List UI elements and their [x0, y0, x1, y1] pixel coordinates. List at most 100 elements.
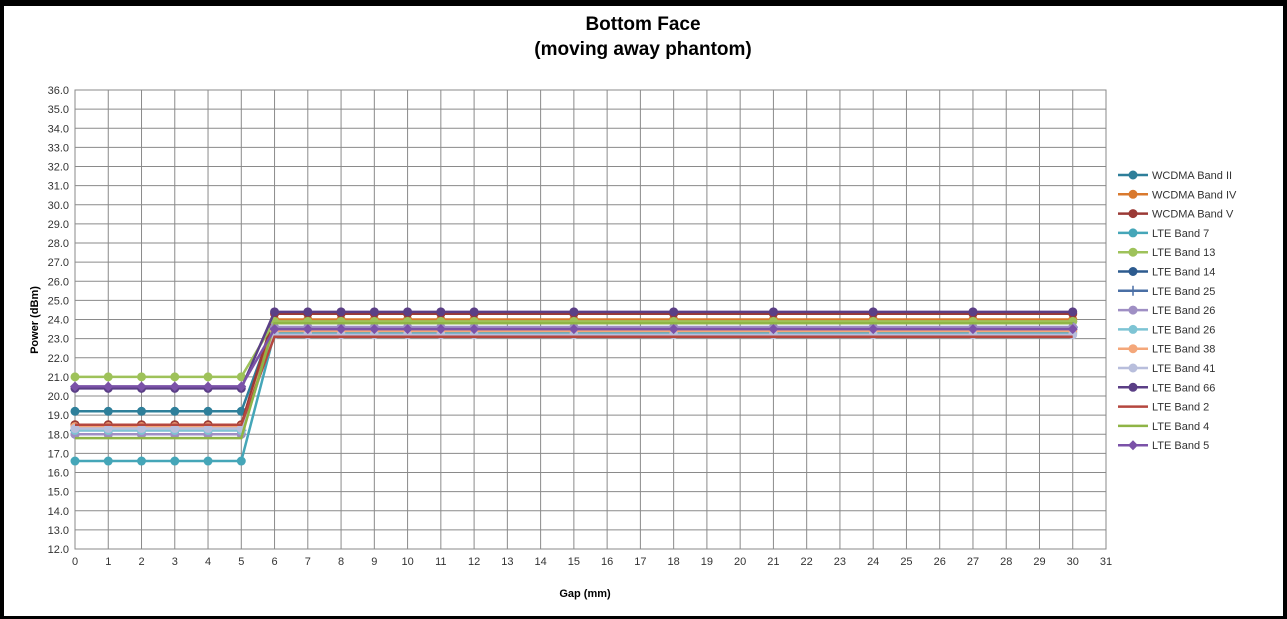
- data-point: [669, 307, 679, 317]
- y-tick-label: 29.0: [48, 219, 69, 231]
- legend-marker: [1128, 189, 1138, 199]
- x-tick-label: 16: [601, 556, 613, 568]
- y-tick-label: 26.0: [48, 276, 69, 288]
- legend-label: LTE Band 38: [1152, 344, 1215, 356]
- y-tick-label: 23.0: [48, 334, 69, 346]
- legend-label: WCDMA Band V: [1152, 209, 1234, 221]
- data-point: [170, 406, 180, 416]
- legend-marker: [1128, 344, 1138, 354]
- x-tick-label: 2: [138, 556, 144, 568]
- x-tick-label: 25: [900, 556, 912, 568]
- legend-item: LTE Band 14: [1118, 267, 1215, 279]
- y-tick-label: 16.0: [48, 468, 69, 480]
- x-tick-label: 26: [934, 556, 946, 568]
- x-tick-label: 7: [305, 556, 311, 568]
- data-point: [868, 307, 878, 317]
- data-point: [369, 324, 380, 335]
- x-tick-label: 12: [468, 556, 480, 568]
- legend-marker: [1128, 228, 1138, 238]
- x-tick-label: 31: [1100, 556, 1112, 568]
- y-axis-ticks: 12.0 13.0 14.0 15.0 16.0 17.0 18.0 19.0 20.0 21.0…: [48, 85, 69, 556]
- data-point: [1067, 324, 1078, 335]
- legend-label: LTE Band 5: [1152, 440, 1209, 452]
- data-point: [403, 307, 413, 317]
- y-tick-label: 30.0: [48, 200, 69, 212]
- x-tick-label: 3: [172, 556, 178, 568]
- legend-label: LTE Band 41: [1152, 363, 1215, 375]
- data-point: [435, 324, 446, 335]
- x-axis-ticks: 0 1 2 3 4 5 6 7 8 9 10 11 12 13 14 15 16 17 18 19 20 21 22 23 24…: [72, 556, 1112, 568]
- legend-marker: [1128, 209, 1138, 219]
- y-tick-label: 22.0: [48, 353, 69, 365]
- x-axis-label: Gap (mm): [559, 588, 611, 600]
- data-point: [568, 324, 579, 335]
- y-tick-label: 18.0: [48, 429, 69, 441]
- x-tick-label: 21: [767, 556, 779, 568]
- series-line: [75, 322, 1073, 440]
- x-tick-label: 22: [801, 556, 813, 568]
- legend-item: LTE Band 26: [1118, 305, 1215, 317]
- data-point: [402, 324, 413, 335]
- x-tick-label: 27: [967, 556, 979, 568]
- data-point: [269, 324, 280, 335]
- y-tick-label: 28.0: [48, 238, 69, 250]
- x-tick-label: 29: [1033, 556, 1045, 568]
- legend-item: WCDMA Band IV: [1118, 189, 1237, 201]
- y-tick-label: 25.0: [48, 295, 69, 307]
- series-13: [75, 322, 1073, 440]
- legend-marker: [1128, 324, 1138, 334]
- series-line: [75, 335, 1073, 426]
- series-12: [75, 335, 1073, 426]
- legend-label: LTE Band 2: [1152, 402, 1209, 414]
- data-point: [70, 381, 80, 392]
- legend-item: LTE Band 2: [1118, 402, 1209, 414]
- data-point: [103, 406, 113, 416]
- legend-item: LTE Band 38: [1118, 344, 1215, 356]
- legend-marker: [1128, 382, 1138, 392]
- data-point: [203, 372, 213, 382]
- data-point: [967, 324, 978, 335]
- data-point: [70, 406, 80, 416]
- data-point: [137, 372, 147, 382]
- data-point: [137, 406, 147, 416]
- data-point: [436, 307, 446, 317]
- x-tick-label: 10: [401, 556, 413, 568]
- legend-marker: [1128, 267, 1138, 276]
- legend-marker: [1128, 247, 1138, 257]
- x-tick-label: 24: [867, 556, 879, 568]
- x-tick-label: 13: [501, 556, 513, 568]
- legend: WCDMA Band II WCDMA Band IV WCDMA Band V LT…: [1118, 170, 1237, 452]
- series-lines: [70, 307, 1078, 466]
- y-tick-label: 21.0: [48, 372, 69, 384]
- data-point: [136, 381, 147, 392]
- data-point: [70, 372, 80, 382]
- data-point: [203, 381, 214, 392]
- x-tick-label: 20: [734, 556, 746, 568]
- data-point: [569, 307, 579, 317]
- y-tick-label: 19.0: [48, 410, 69, 422]
- x-tick-label: 17: [634, 556, 646, 568]
- data-point: [336, 307, 346, 317]
- y-tick-label: 36.0: [48, 85, 69, 97]
- legend-marker: [1128, 440, 1138, 451]
- legend-marker: [1128, 363, 1138, 373]
- data-point: [170, 456, 180, 466]
- legend-marker: [1128, 305, 1138, 315]
- data-point: [103, 456, 113, 466]
- data-point: [336, 324, 347, 335]
- y-tick-label: 31.0: [48, 181, 69, 193]
- legend-item: LTE Band 26: [1118, 324, 1215, 336]
- legend-item: LTE Band 4: [1118, 421, 1209, 433]
- legend-item: LTE Band 25: [1118, 286, 1215, 298]
- legend-item: LTE Band 7: [1118, 228, 1209, 240]
- series-14: [70, 324, 1078, 392]
- data-point: [1068, 307, 1078, 317]
- x-tick-label: 28: [1000, 556, 1012, 568]
- data-point: [469, 307, 479, 317]
- data-point: [103, 372, 113, 382]
- legend-label: LTE Band 25: [1152, 286, 1215, 298]
- y-tick-label: 20.0: [48, 391, 69, 403]
- x-tick-label: 11: [435, 556, 446, 568]
- data-point: [668, 324, 679, 335]
